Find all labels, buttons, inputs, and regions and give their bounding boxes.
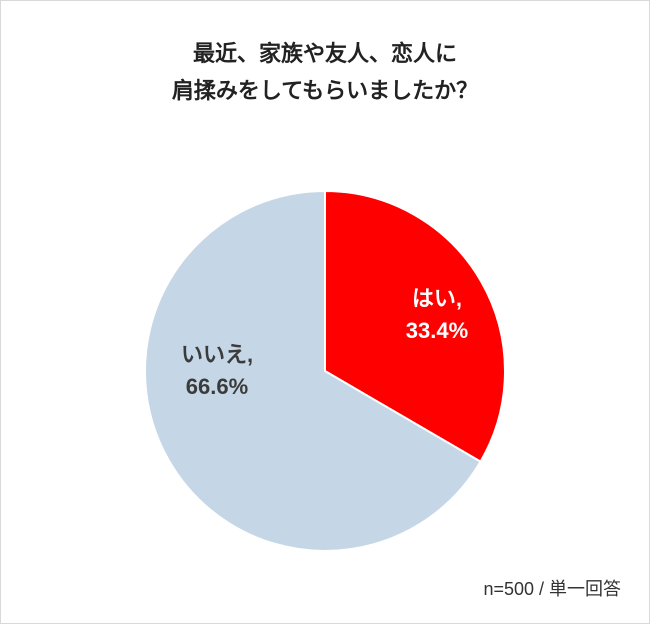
slice-label-yes-line-1: はい, [412,286,462,311]
chart-footnote: n=500 / 単一回答 [483,575,621,601]
chart-title-line-2: 肩揉みをしてもらいましたか？ [1,72,649,109]
slice-label-no-line-2: 66.6% [186,374,248,399]
slice-label-no: いいえ, 66.6% [181,339,253,403]
slice-label-yes: はい, 33.4% [406,283,468,347]
slice-label-no-line-1: いいえ, [181,342,253,367]
slice-label-yes-line-2: 33.4% [406,318,468,343]
chart-card: 最近、家族や友人、恋人に 肩揉みをしてもらいましたか？ はい, 33.4% いい… [0,0,650,624]
chart-title-line-1: 最近、家族や友人、恋人に [1,35,649,72]
chart-title: 最近、家族や友人、恋人に 肩揉みをしてもらいましたか？ [1,35,649,110]
